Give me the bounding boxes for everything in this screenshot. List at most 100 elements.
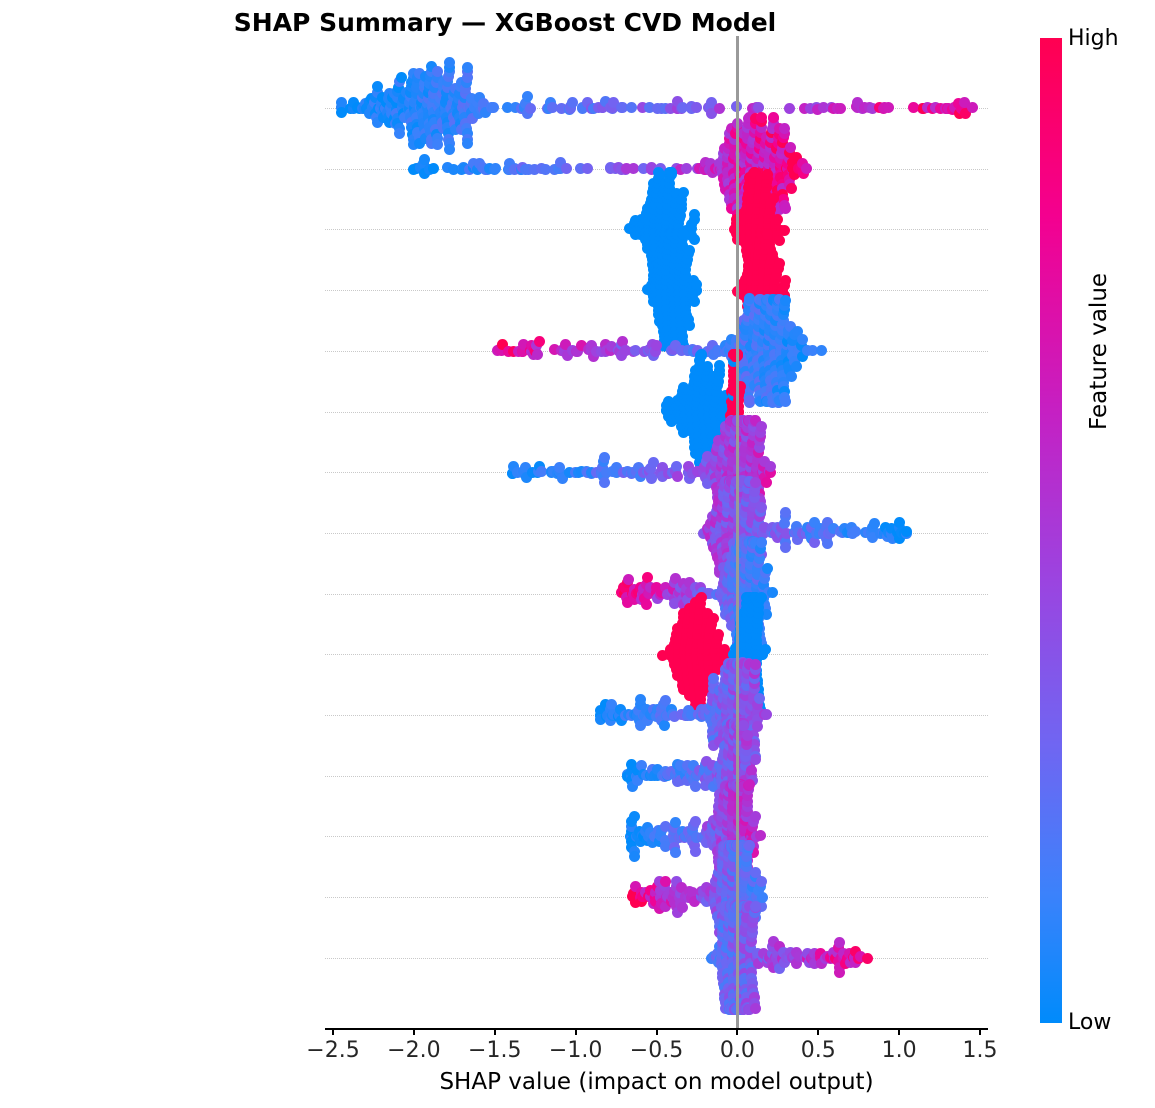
shap-dot	[472, 97, 484, 109]
shap-dot	[767, 587, 779, 599]
shap-dot	[771, 214, 783, 226]
x-tick-label: −2.0	[387, 1038, 441, 1063]
shap-dot	[783, 102, 795, 114]
shap-dot	[756, 111, 768, 123]
x-tick-label: 0.5	[800, 1038, 836, 1063]
shap-dot	[410, 88, 422, 100]
shap-dot	[444, 144, 456, 156]
shap-dot	[418, 167, 430, 179]
shap-dot	[440, 93, 452, 105]
shap-dot	[833, 936, 845, 948]
zero-reference-line	[736, 36, 739, 1028]
shap-dot	[689, 295, 701, 307]
shap-dot	[658, 719, 670, 731]
shap-dot	[432, 138, 444, 150]
shap-dot	[428, 88, 440, 100]
shap-dot	[712, 628, 724, 640]
shap-dot	[522, 163, 534, 175]
shap-dot	[749, 811, 761, 823]
shap-dot	[689, 815, 701, 827]
shap-dot	[805, 103, 817, 115]
shap-dot	[750, 900, 762, 912]
shap-dot	[467, 113, 479, 125]
shap-dot	[442, 127, 454, 139]
shap-dot	[462, 137, 474, 149]
shap-dot	[411, 78, 423, 90]
x-axis-label: SHAP value (impact on model output)	[439, 1069, 874, 1095]
shap-dot	[818, 102, 830, 114]
shap-dot	[528, 163, 540, 175]
shap-dot	[705, 96, 717, 108]
shap-dot	[681, 163, 693, 175]
shap-dot	[426, 138, 438, 150]
shap-dot	[427, 97, 439, 109]
shap-dot	[581, 163, 593, 175]
shap-dot	[607, 97, 619, 109]
shap-dot	[574, 163, 586, 175]
shap-dot	[371, 87, 383, 99]
shap-dot	[799, 102, 811, 114]
shap-dot	[773, 234, 785, 246]
shap-dot	[509, 101, 521, 113]
shap-dot	[779, 542, 791, 554]
shap-dot	[560, 162, 572, 174]
shap-dot	[460, 82, 472, 94]
shap-dot	[670, 846, 682, 858]
shap-dot	[488, 101, 499, 113]
shap-dot	[440, 111, 452, 123]
colorbar-title: Feature value	[1086, 272, 1112, 430]
shap-dot	[577, 103, 589, 115]
shap-dot	[398, 112, 410, 124]
shap-dot	[627, 163, 639, 175]
shap-dot	[522, 91, 534, 103]
shap-dot	[760, 643, 772, 655]
x-tick	[655, 1028, 658, 1035]
shap-dot	[427, 106, 439, 118]
shap-dot	[442, 162, 454, 174]
shap-dot	[408, 138, 420, 150]
shap-dot	[958, 97, 970, 109]
shap-dot	[755, 536, 767, 548]
shap-dot	[598, 451, 610, 463]
x-tick	[332, 1028, 334, 1035]
shap-dot	[582, 97, 594, 109]
shap-dot	[398, 93, 410, 105]
shap-dot	[689, 208, 701, 220]
shap-dot	[501, 101, 513, 113]
shap-dot	[410, 112, 422, 124]
shap-dot	[428, 117, 440, 129]
shap-dot	[780, 506, 792, 518]
shap-dot	[531, 349, 543, 361]
shap-dot	[683, 319, 695, 331]
x-tick-label: −1.0	[548, 1038, 603, 1063]
colorbar-high-label: High	[1068, 26, 1119, 51]
shap-dot	[638, 163, 650, 175]
shap-dot	[444, 62, 456, 74]
shap-dot	[753, 102, 765, 114]
shap-dot	[671, 471, 683, 483]
shap-dot	[431, 71, 443, 83]
shap-dot	[690, 278, 702, 290]
shap-dot	[534, 335, 546, 347]
shap-dot	[641, 598, 653, 610]
shap-dot	[419, 133, 431, 145]
x-tick	[979, 1028, 981, 1035]
shap-dot	[391, 91, 403, 103]
shap-dot	[636, 101, 648, 113]
shap-dot	[522, 108, 534, 120]
shap-dot	[392, 81, 404, 93]
shap-dot	[651, 339, 663, 351]
shap-dot	[480, 107, 492, 119]
shap-dot	[566, 96, 578, 108]
shap-dot	[689, 234, 701, 246]
shap-dot	[959, 108, 971, 120]
shap-dot	[672, 96, 684, 108]
shap-dot	[489, 163, 501, 175]
shap-dot	[790, 361, 802, 373]
shap-dot	[598, 477, 610, 489]
shap-dot	[762, 563, 774, 575]
shap-dot	[665, 103, 677, 115]
shap-dot	[754, 830, 766, 842]
x-tick	[817, 1028, 820, 1035]
